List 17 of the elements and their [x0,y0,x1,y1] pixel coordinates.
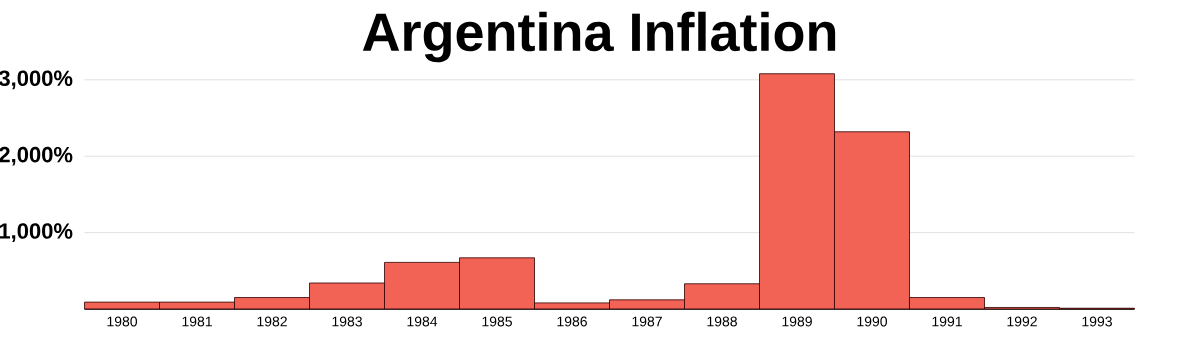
x-tick-label: 1982 [257,316,287,327]
x-tick-label: 1980 [107,316,138,327]
x-tick-label: 1991 [932,316,962,327]
x-tick-label: 1992 [1007,316,1037,327]
chart-title: Argentina Inflation [362,11,836,63]
y-tick-label: 2,000% [0,146,73,166]
x-tick-label: 1990 [857,316,888,327]
x-tick-label: 1987 [632,316,662,327]
x-tick-label: 1988 [707,316,737,327]
x-tick-label: 1986 [557,316,587,327]
x-tick-label: 1983 [332,316,362,327]
x-tick-label: 1989 [782,316,812,327]
y-tick-label: 1,000% [0,223,73,242]
x-tick-label: 1981 [182,316,212,327]
x-tick-label: 1993 [1082,316,1112,327]
x-tick-label: 1985 [482,316,512,327]
x-tick-label: 1984 [407,316,438,327]
